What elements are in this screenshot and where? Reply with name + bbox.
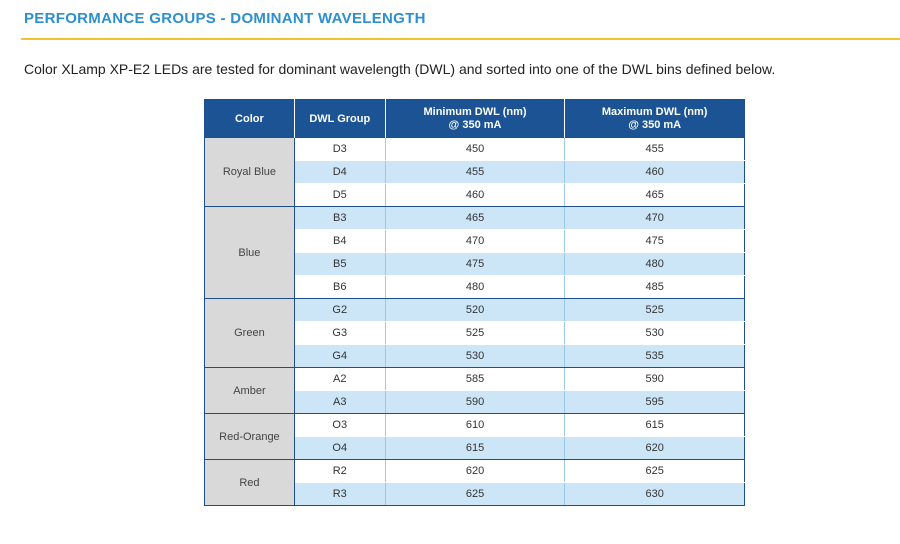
min-dwl-cell: 590 bbox=[384, 390, 565, 414]
dwl-group-cell: O3 bbox=[294, 413, 386, 437]
dwl-group-cell: B3 bbox=[294, 206, 386, 230]
header-min-dwl: Minimum DWL (nm) @ 350 mA bbox=[384, 99, 565, 138]
dwl-group-cell: R2 bbox=[294, 459, 386, 483]
min-dwl-cell: 525 bbox=[384, 321, 565, 345]
table-row: Red R2 620 625 bbox=[204, 459, 745, 506]
max-dwl-cell: 595 bbox=[564, 390, 745, 414]
color-name-cell: Green bbox=[204, 298, 295, 368]
max-dwl-cell: 590 bbox=[564, 367, 745, 391]
max-dwl-cell: 485 bbox=[564, 275, 745, 299]
max-dwl-cell: 525 bbox=[564, 298, 745, 322]
table-row: O4 615 620 bbox=[205, 436, 745, 460]
min-dwl-cell: 470 bbox=[384, 229, 565, 253]
max-dwl-cell: 625 bbox=[564, 459, 745, 483]
dwl-group-cell: G2 bbox=[294, 298, 386, 322]
min-dwl-cell: 480 bbox=[384, 275, 565, 299]
min-dwl-cell: 585 bbox=[384, 367, 565, 391]
header-dwl-group: DWL Group bbox=[293, 99, 386, 138]
min-dwl-cell: 615 bbox=[384, 436, 565, 460]
dwl-group-cell: D5 bbox=[294, 183, 386, 207]
dwl-bins-table: Color DWL Group Minimum DWL (nm) @ 350 mA… bbox=[204, 99, 745, 506]
color-name-cell: Royal Blue bbox=[204, 138, 295, 207]
max-dwl-cell: 460 bbox=[564, 160, 745, 184]
table-row: G3 525 530 bbox=[205, 321, 745, 345]
dwl-group-cell: A3 bbox=[294, 390, 386, 414]
dwl-group-cell: G3 bbox=[294, 321, 386, 345]
min-dwl-cell: 620 bbox=[384, 459, 565, 483]
dwl-group-cell: B6 bbox=[294, 275, 386, 299]
color-name-cell: Blue bbox=[204, 206, 295, 299]
table-row: A3 590 595 bbox=[205, 390, 745, 414]
max-dwl-cell: 630 bbox=[564, 482, 745, 506]
max-dwl-cell: 535 bbox=[564, 344, 745, 368]
min-dwl-cell: 610 bbox=[384, 413, 565, 437]
min-dwl-cell: 530 bbox=[384, 344, 565, 368]
color-name-cell: Red bbox=[204, 459, 295, 506]
color-name-cell: Amber bbox=[204, 367, 295, 414]
table-row: R3 625 630 bbox=[205, 482, 745, 506]
dwl-group-cell: O4 bbox=[294, 436, 386, 460]
table-row: B4 470 475 bbox=[205, 229, 745, 253]
dwl-group-cell: D4 bbox=[294, 160, 386, 184]
min-dwl-cell: 465 bbox=[384, 206, 565, 230]
table-row: G4 530 535 bbox=[205, 344, 745, 368]
table-row: B5 475 480 bbox=[205, 252, 745, 276]
table-row: D5 460 465 bbox=[205, 183, 745, 207]
dwl-group-cell: B5 bbox=[294, 252, 386, 276]
dwl-group-cell: D3 bbox=[294, 138, 386, 161]
max-dwl-cell: 620 bbox=[564, 436, 745, 460]
intro-text: Color XLamp XP-E2 LEDs are tested for do… bbox=[24, 61, 776, 77]
table-row: Amber A2 585 590 bbox=[204, 367, 745, 414]
dwl-group-cell: A2 bbox=[294, 367, 386, 391]
min-dwl-cell: 455 bbox=[384, 160, 565, 184]
min-dwl-cell: 520 bbox=[384, 298, 565, 322]
min-dwl-cell: 460 bbox=[384, 183, 565, 207]
max-dwl-cell: 455 bbox=[564, 138, 745, 161]
table-body: Royal Blue D3 450 455 D4 455 460 D5 460 465 Blue B3… bbox=[204, 138, 745, 506]
table-row: D4 455 460 bbox=[205, 160, 745, 184]
title-divider bbox=[21, 38, 900, 40]
header-color: Color bbox=[204, 99, 295, 138]
table-row: Green G2 520 525 bbox=[204, 298, 745, 368]
min-dwl-cell: 475 bbox=[384, 252, 565, 276]
table-row: B6 480 485 bbox=[205, 275, 745, 299]
header-max-dwl: Maximum DWL (nm) @ 350 mA bbox=[564, 99, 745, 138]
min-dwl-cell: 450 bbox=[384, 138, 565, 161]
table-row: Blue B3 465 470 bbox=[204, 206, 745, 299]
max-dwl-cell: 615 bbox=[564, 413, 745, 437]
dwl-group-cell: R3 bbox=[294, 482, 386, 506]
dwl-group-cell: B4 bbox=[294, 229, 386, 253]
max-dwl-cell: 465 bbox=[564, 183, 745, 207]
table-row: Red-Orange O3 610 615 bbox=[204, 413, 745, 460]
min-dwl-cell: 625 bbox=[384, 482, 565, 506]
table-header-row: Color DWL Group Minimum DWL (nm) @ 350 mA… bbox=[204, 99, 745, 138]
table-row: Royal Blue D3 450 455 bbox=[204, 138, 745, 207]
color-name-cell: Red-Orange bbox=[204, 413, 295, 460]
max-dwl-cell: 475 bbox=[564, 229, 745, 253]
dwl-group-cell: G4 bbox=[294, 344, 386, 368]
max-dwl-cell: 530 bbox=[564, 321, 745, 345]
section-title: PERFORMANCE GROUPS - DOMINANT WAVELENGTH bbox=[24, 10, 426, 27]
max-dwl-cell: 480 bbox=[564, 252, 745, 276]
max-dwl-cell: 470 bbox=[564, 206, 745, 230]
